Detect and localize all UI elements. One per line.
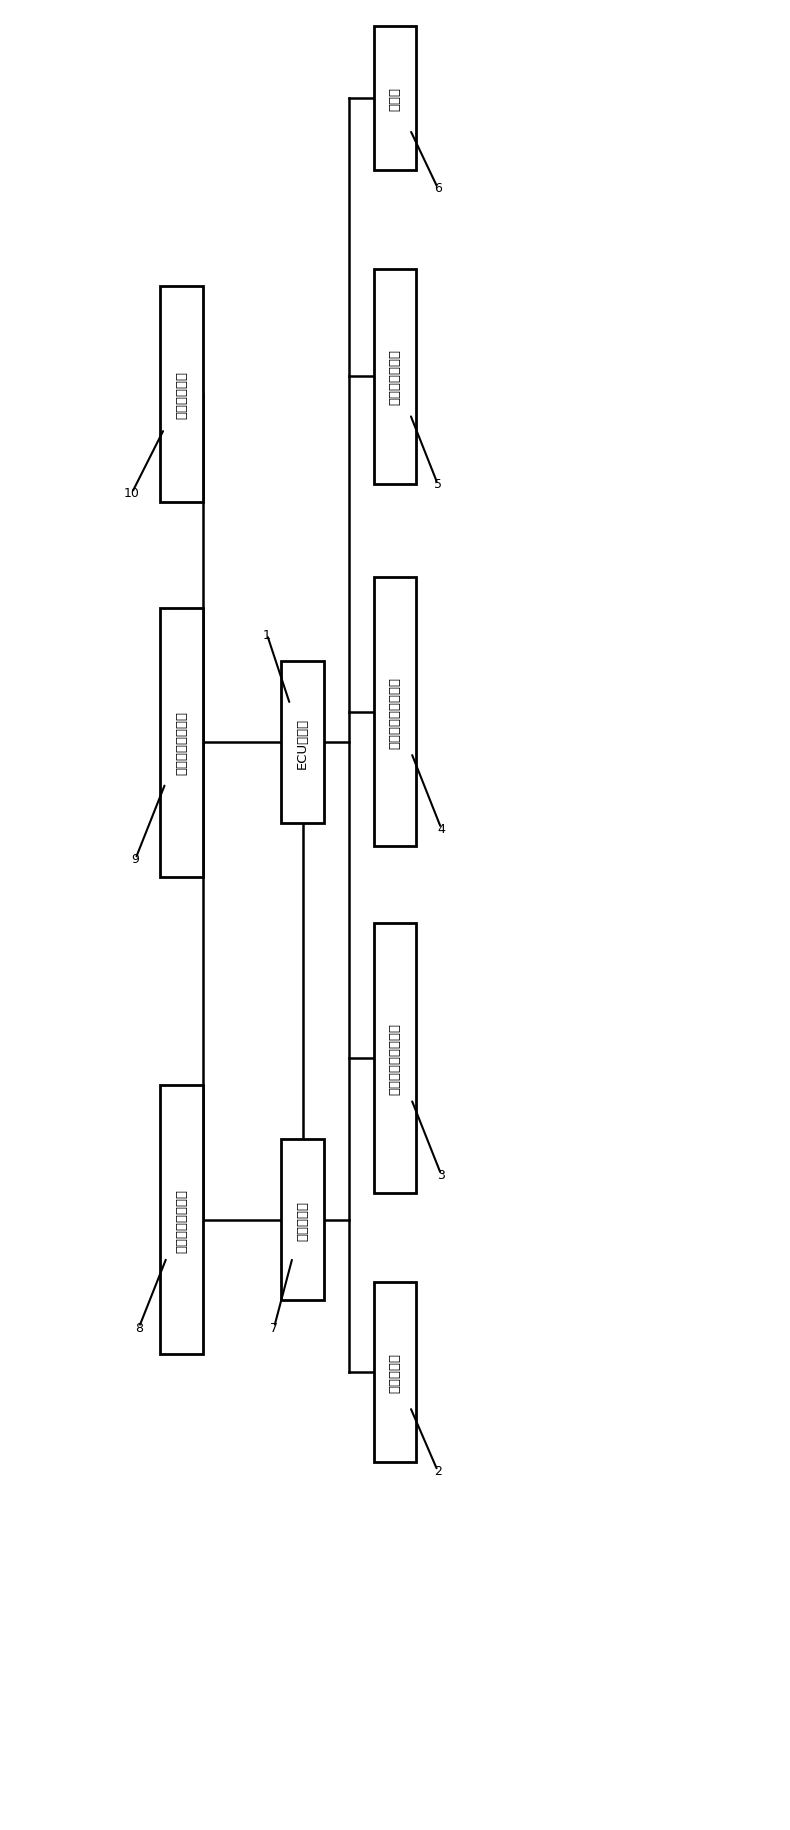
Text: 2: 2 [434,1464,442,1477]
Text: 风速传感器: 风速传感器 [389,1352,401,1393]
Text: 记录件: 记录件 [389,88,401,112]
Text: 叶片俧仰角度传感器: 叶片俧仰角度传感器 [389,1023,401,1094]
Text: 路面坡度传感器: 路面坡度传感器 [389,350,401,404]
FancyBboxPatch shape [374,578,416,847]
Text: 4: 4 [438,822,445,836]
Text: 5: 5 [434,478,442,490]
FancyBboxPatch shape [374,924,416,1193]
FancyBboxPatch shape [374,1283,416,1462]
Text: ECU控制器: ECU控制器 [296,717,309,769]
Text: 7: 7 [270,1321,278,1334]
Text: 10: 10 [124,487,140,500]
FancyBboxPatch shape [281,662,324,824]
Text: 工装旋转角度传感器: 工装旋转角度传感器 [389,677,401,748]
FancyBboxPatch shape [160,608,203,877]
Text: 9: 9 [132,853,139,866]
FancyBboxPatch shape [374,27,416,170]
FancyBboxPatch shape [160,1085,203,1354]
Text: 无线路由器: 无线路由器 [296,1200,309,1241]
FancyBboxPatch shape [281,1138,324,1301]
FancyBboxPatch shape [160,287,203,503]
FancyBboxPatch shape [374,269,416,485]
Text: 声光报警模块: 声光报警模块 [175,371,188,419]
Text: 8: 8 [135,1321,143,1334]
Text: 第一人机交互模块: 第一人机交互模块 [175,1188,188,1252]
Text: 3: 3 [438,1169,445,1182]
Text: 6: 6 [434,183,442,196]
Text: 1: 1 [263,630,271,642]
Text: 第二人机交互模块: 第二人机交互模块 [175,710,188,774]
